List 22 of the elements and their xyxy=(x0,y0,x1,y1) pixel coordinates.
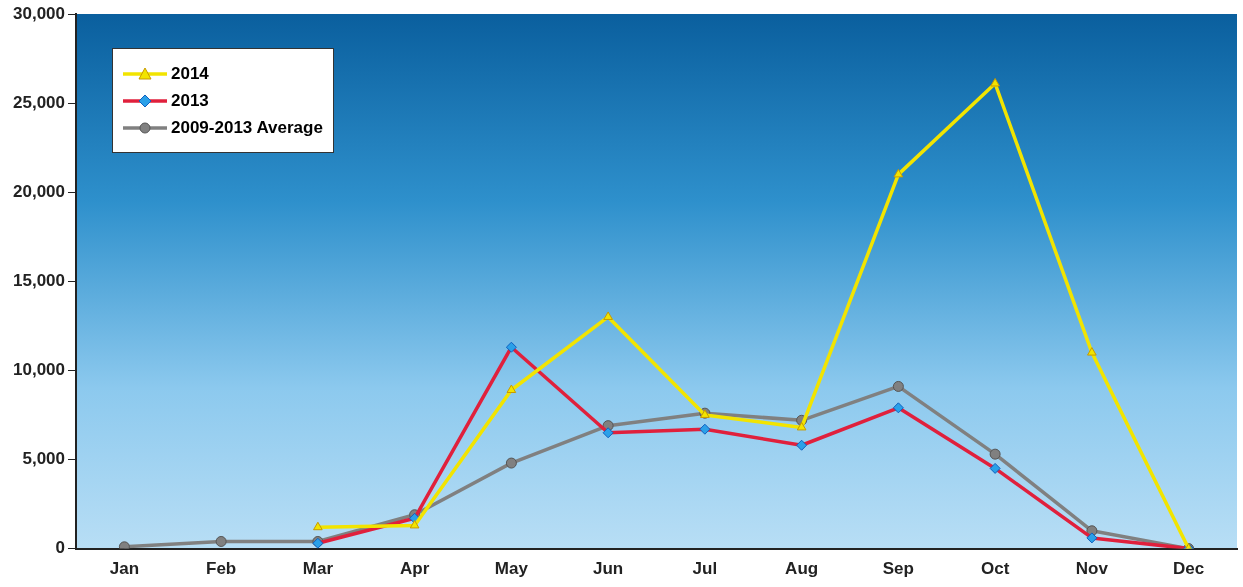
y-tick-label: 0 xyxy=(55,538,65,558)
x-tick-label: Dec xyxy=(1173,559,1205,579)
x-tick-label: Sep xyxy=(882,559,914,579)
y-tick-label: 30,000 xyxy=(13,3,65,23)
x-tick-label: Aug xyxy=(785,559,819,579)
x-tick-label: Apr xyxy=(399,559,430,579)
x-tick-label: Oct xyxy=(980,559,1010,579)
y-tick-label: 20,000 xyxy=(13,181,65,201)
x-tick-label: Jul xyxy=(692,559,718,579)
legend-label: 2013 xyxy=(171,90,209,111)
x-tick-label: Feb xyxy=(206,559,237,579)
y-tick-label: 5,000 xyxy=(22,449,65,469)
x-tick-label: Mar xyxy=(302,559,334,579)
y-tick-label: 15,000 xyxy=(13,270,65,290)
y-tick-label: 10,000 xyxy=(13,360,65,380)
x-tick-label: May xyxy=(494,559,529,579)
legend-label: 2014 xyxy=(171,63,209,84)
x-tick-label: Nov xyxy=(1075,559,1109,579)
legend-label: 2009-2013 Average xyxy=(171,117,323,138)
x-tick-label: Jun xyxy=(593,559,624,579)
y-tick-label: 25,000 xyxy=(13,92,65,112)
x-tick-label: Jan xyxy=(109,559,140,579)
